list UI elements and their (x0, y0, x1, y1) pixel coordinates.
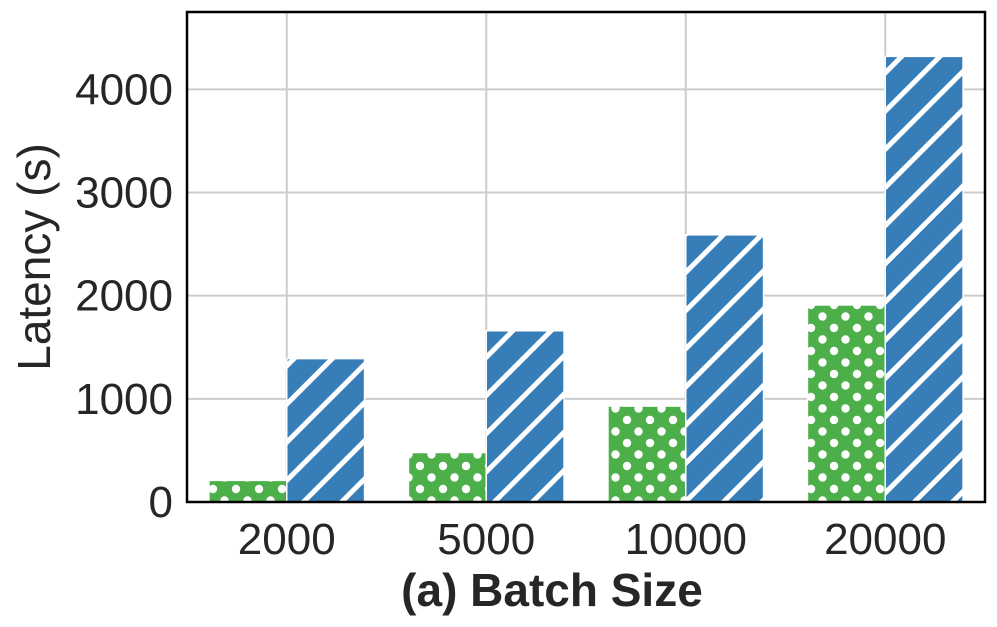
y-tick-label: 1000 (75, 375, 173, 424)
y-axis-title: Latency (s) (8, 143, 60, 371)
bar-series-1-10000 (607, 405, 687, 503)
bars (208, 55, 964, 503)
bar-series-2-2000 (286, 357, 366, 503)
y-tick-label: 3000 (75, 169, 173, 218)
x-axis-title: (a) Batch Size (401, 564, 703, 616)
y-tick-label: 2000 (75, 272, 173, 321)
x-tick-labels: 2000 5000 10000 20000 (238, 515, 947, 564)
bar-series-1-5000 (407, 451, 488, 503)
bar-series-1-2000 (208, 479, 288, 503)
bar-series-2-5000 (485, 330, 565, 503)
bar-series-1-20000 (806, 304, 887, 503)
y-tick-label: 4000 (75, 65, 173, 114)
bar-series-2-20000 (884, 55, 964, 503)
x-tick-label: 20000 (824, 515, 946, 564)
bar-series-2-10000 (685, 234, 765, 503)
x-tick-label: 10000 (625, 515, 747, 564)
y-tick-labels: 0 1000 2000 3000 4000 (75, 65, 173, 527)
x-tick-label: 2000 (238, 515, 336, 564)
y-tick-label: 0 (149, 478, 173, 527)
plot-frame (185, 10, 987, 504)
x-tick-label: 5000 (437, 515, 535, 564)
